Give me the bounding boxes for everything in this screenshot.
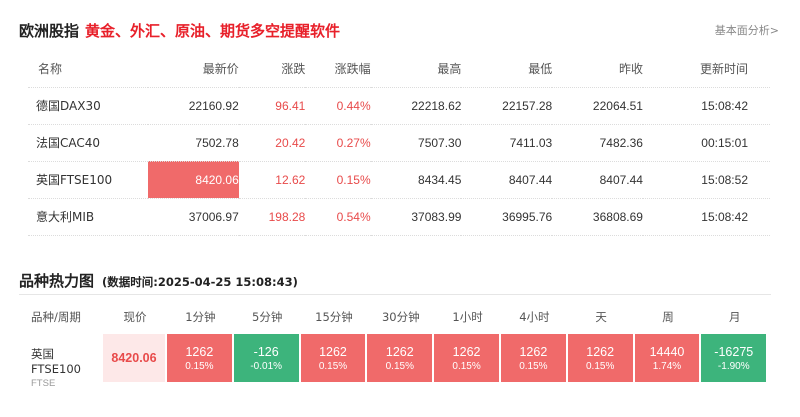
heatmap-header: 品种热力图 (数据时间:2025-04-25 15:08:43): [19, 270, 298, 291]
heat-cell-pct: 0.15%: [586, 360, 615, 372]
section-title: 欧洲股指: [19, 21, 80, 40]
heatmap-timestamp: (数据时间:2025-04-25 15:08:43): [102, 275, 298, 289]
heat-cell[interactable]: 1262 0.15%: [567, 334, 633, 382]
cell-last: 37006.97: [188, 209, 239, 224]
heat-cell-pct: -0.01%: [250, 360, 283, 372]
col-symbol-period: 品种/周期: [31, 310, 81, 324]
current-price: 8420.06: [103, 334, 165, 382]
promo-link[interactable]: 黄金、外汇、原油、期货多空提醒软件: [85, 21, 341, 40]
col-period: 月: [729, 310, 741, 324]
heat-cell[interactable]: -16275 -1.90%: [701, 334, 767, 382]
col-change: 涨跌: [281, 61, 306, 76]
heat-cell-pct: 0.15%: [519, 360, 548, 372]
divider: [19, 294, 771, 295]
col-period: 30分钟: [381, 310, 420, 324]
cell-name[interactable]: 英国FTSE100: [36, 173, 113, 187]
table-row[interactable]: 意大利MIB 37006.97 198.28 0.54% 37083.99 36995.7…: [28, 198, 770, 235]
symbol-name: 英国FTSE100: [31, 347, 81, 376]
table-row[interactable]: 德国DAX30 22160.92 96.41 0.44% 22218.62 22157.2…: [28, 87, 770, 124]
cell-prev: 22064.51: [592, 98, 643, 113]
heat-cell[interactable]: -126 -0.01%: [233, 334, 299, 382]
symbol-cell[interactable]: 英国FTSE100 FTSE: [19, 334, 103, 389]
col-last: 最新价: [202, 61, 239, 76]
cell-change: 12.62: [275, 172, 306, 187]
cell-prev: 8407.44: [599, 172, 643, 187]
heat-cell[interactable]: 14440 1.74%: [634, 334, 700, 382]
cell-last: 8420.06: [148, 161, 239, 198]
cell-name[interactable]: 德国DAX30: [36, 99, 101, 113]
cell-change: 198.28: [268, 209, 306, 224]
heatmap-row[interactable]: 英国FTSE100 FTSE 8420.06 1262 0.15% -126 -0.0…: [19, 334, 771, 389]
table-row[interactable]: 英国FTSE100 8420.06 12.62 0.15% 8434.45 8407.44…: [28, 161, 770, 198]
cell-last: 22160.92: [188, 98, 239, 113]
col-period: 天: [595, 310, 607, 324]
cell-prev: 7482.36: [599, 135, 643, 150]
cell-low: 22157.28: [502, 98, 553, 113]
col-prev: 昨收: [618, 61, 643, 76]
section-header: 欧洲股指 黄金、外汇、原油、期货多空提醒软件 基本面分析>: [19, 18, 779, 42]
heat-cell[interactable]: 1262 0.15%: [500, 334, 566, 382]
fundamental-analysis-link[interactable]: 基本面分析>: [714, 24, 779, 37]
heat-cell-value: 1262: [519, 344, 548, 359]
cell-time: 15:08:42: [701, 209, 748, 224]
cell-low: 8407.44: [508, 172, 553, 187]
cell-time: 15:08:52: [701, 172, 748, 187]
cell-name[interactable]: 法国CAC40: [36, 136, 101, 150]
cell-last: 7502.78: [195, 135, 239, 150]
heat-cell-value: 1262: [185, 344, 214, 359]
heat-cell-pct: -1.90%: [717, 360, 750, 372]
col-low: 最低: [528, 61, 553, 76]
col-period: 15分钟: [315, 310, 353, 324]
cell-change: 96.41: [275, 98, 306, 113]
heat-cell-pct: 1.74%: [652, 360, 682, 372]
index-table: 名称 最新价 涨跌 涨跌幅 最高 最低 昨收 更新时间 德国DAX30 22160…: [28, 50, 770, 236]
symbol-code: FTSE: [31, 378, 56, 389]
heat-cell-value: 1262: [319, 344, 347, 359]
heat-cell-value: -126: [253, 344, 279, 359]
heat-cell-pct: 0.15%: [452, 360, 481, 372]
col-time: 更新时间: [699, 61, 748, 76]
col-period: 周: [662, 310, 674, 324]
heat-cell[interactable]: 1262 0.15%: [300, 334, 366, 382]
heat-cell-pct: 0.15%: [185, 360, 214, 372]
heat-cell-value: 1262: [586, 344, 615, 359]
cell-change: 20.42: [275, 135, 306, 150]
heat-cell-pct: 0.15%: [318, 360, 348, 372]
cell-pct: 0.54%: [336, 209, 371, 224]
heat-cell-value: 14440: [649, 344, 685, 359]
cell-high: 22218.62: [411, 98, 462, 113]
cell-prev: 36808.69: [592, 209, 643, 224]
heat-cell-value: -16275: [714, 344, 754, 359]
heat-cell-value: 1262: [452, 344, 481, 359]
heat-cell[interactable]: 1262 0.15%: [434, 334, 499, 382]
cell-time: 00:15:01: [701, 135, 748, 150]
col-period: 1小时: [452, 310, 483, 324]
cell-high: 8434.45: [418, 172, 462, 187]
cell-pct: 0.44%: [336, 98, 371, 113]
col-period: 4小时: [519, 310, 550, 324]
heatmap-header-row: 品种/周期 现价 1分钟 5分钟 15分钟 30分钟 1小时 4小时 天 周 月: [19, 302, 771, 332]
cell-pct: 0.15%: [336, 172, 371, 187]
cell-low: 7411.03: [509, 135, 553, 150]
table-header-row: 名称 最新价 涨跌 涨跌幅 最高 最低 昨收 更新时间: [28, 50, 770, 87]
heatmap-table: 品种/周期 现价 1分钟 5分钟 15分钟 30分钟 1小时 4小时 天 周 月 英国FTSE1…: [19, 302, 771, 389]
cell-high: 37083.99: [411, 209, 462, 224]
col-name: 名称: [38, 61, 63, 76]
heatmap-title: 品种热力图: [19, 272, 95, 290]
cell-name[interactable]: 意大利MIB: [36, 210, 95, 224]
cell-time: 15:08:42: [701, 98, 748, 113]
cell-low: 36995.76: [502, 209, 553, 224]
heat-cell-value: 1262: [385, 344, 414, 359]
heat-cell[interactable]: 1262 0.15%: [367, 334, 433, 382]
col-period: 5分钟: [252, 310, 283, 324]
table-row[interactable]: 法国CAC40 7502.78 20.42 0.27% 7507.30 7411.03 74…: [28, 124, 770, 161]
col-price: 现价: [123, 310, 147, 324]
cell-high: 7507.30: [418, 135, 462, 150]
heat-cell-pct: 0.15%: [385, 360, 414, 372]
cell-pct: 0.27%: [336, 135, 371, 150]
heat-cell[interactable]: 1262 0.15%: [167, 334, 232, 382]
col-pct: 涨跌幅: [334, 61, 371, 76]
col-high: 最高: [437, 61, 462, 76]
col-period: 1分钟: [185, 310, 216, 324]
